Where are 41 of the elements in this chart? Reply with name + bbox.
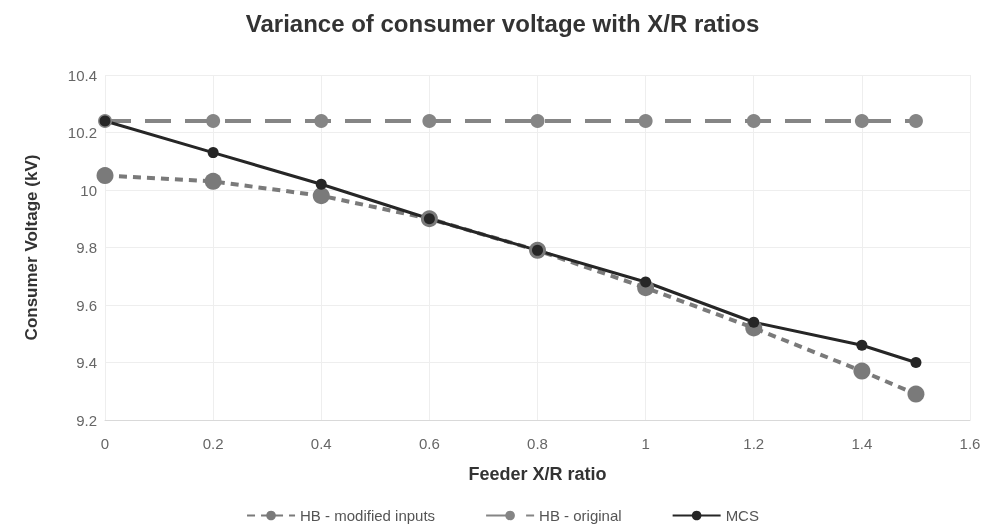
point — [96, 167, 114, 185]
point — [748, 316, 760, 328]
point — [207, 147, 219, 159]
point — [530, 114, 545, 128]
x-tick-label: 0.4 — [310, 435, 332, 452]
y-axis-title: Consumer Voltage (kV) — [22, 154, 41, 341]
x-tick-label: 1.4 — [851, 435, 873, 452]
point — [746, 114, 761, 128]
y-tick-label: 10 — [80, 181, 97, 199]
x-axis-title: Feeder X/R ratio — [468, 464, 607, 484]
y-tick-label: 9.6 — [76, 296, 97, 314]
y-tick-label: 9.4 — [76, 354, 97, 371]
x-tick-label: 1.6 — [959, 435, 981, 452]
legend-label: HB - original — [539, 507, 622, 524]
legend-label: HB - modified inputs — [300, 507, 436, 524]
point — [312, 187, 330, 205]
y-tick-label: 9.8 — [76, 239, 97, 256]
y-tick-label: 10.2 — [67, 124, 97, 141]
x-tick-label: 0.6 — [418, 435, 440, 452]
x-tick-label: 0 — [100, 435, 110, 452]
point — [638, 114, 653, 128]
point — [856, 339, 868, 351]
chart-title: Variance of consumer voltage with X/R ratios — [245, 9, 760, 37]
x-tick-label: 1.2 — [743, 435, 765, 452]
point — [640, 276, 652, 288]
point — [853, 362, 871, 380]
y-tick-label: 10.4 — [67, 66, 97, 84]
x-tick-label: 0.8 — [527, 435, 548, 452]
point — [206, 114, 221, 128]
legend-label: MCS — [725, 507, 759, 524]
point — [314, 114, 329, 128]
point — [907, 385, 925, 403]
point — [854, 114, 869, 128]
x-tick-label: 1 — [641, 435, 650, 452]
point — [422, 114, 437, 128]
y-tick-label: 9.2 — [76, 411, 97, 429]
point — [315, 178, 327, 190]
point — [910, 357, 922, 368]
x-tick-label: 0.2 — [202, 435, 224, 452]
point — [204, 172, 222, 190]
point — [908, 114, 923, 128]
